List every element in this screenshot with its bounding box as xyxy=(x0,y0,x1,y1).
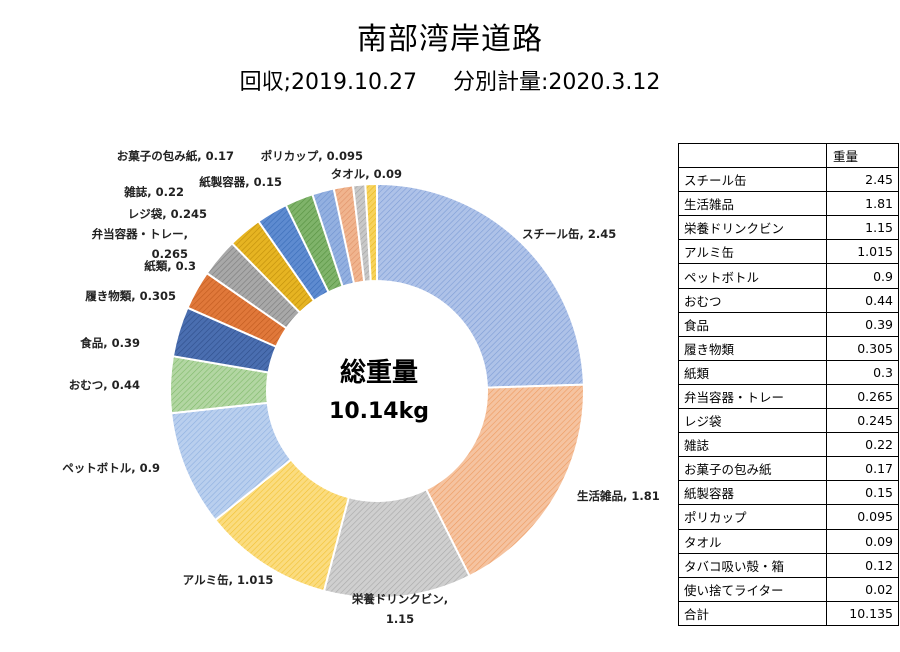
slice-data-label: 雑誌, 0.22 xyxy=(123,185,184,199)
table-cell-category: アルミ缶 xyxy=(678,239,827,265)
slice-data-label: ペットボトル, 0.9 xyxy=(62,461,160,475)
table-row: 生活雑品 1.81 xyxy=(678,191,899,217)
table-row: ポリカップ 0.095 xyxy=(678,504,899,530)
table-row: 使い捨てライター 0.02 xyxy=(678,576,899,602)
table-total-label: 合計 xyxy=(678,600,827,626)
table-cell-category: スチール缶 xyxy=(678,167,827,193)
table-cell-category: タオル xyxy=(678,528,827,554)
table-row: 弁当容器・トレー 0.265 xyxy=(678,383,899,410)
table-cell-category: 生活雑品 xyxy=(678,191,827,217)
table-cell-category: ペットボトル xyxy=(678,263,827,289)
table-row: 履き物類 0.305 xyxy=(678,335,899,361)
table-header-row: 重量 xyxy=(678,142,899,169)
donut-slice xyxy=(376,182,585,389)
labels-group: スチール缶, 2.45 生活雑品, 1.81 栄養ドリンクビン, 1.15 アルミ缶, … xyxy=(62,149,660,626)
slice-data-label: 食品, 0.39 xyxy=(80,336,140,350)
slice-data-label: お菓子の包み紙, 0.17 xyxy=(117,149,234,163)
table-row: レジ袋 0.245 xyxy=(678,408,899,434)
table-cell-category: レジ袋 xyxy=(678,408,827,434)
table-cell-weight: 0.265 xyxy=(826,383,899,410)
table-cell-weight: 1.81 xyxy=(826,191,899,217)
table-cell-category: 栄養ドリンクビン xyxy=(678,215,827,241)
slice-data-label: タオル, 0.09 xyxy=(331,167,402,181)
table-cell-category: ポリカップ xyxy=(678,504,827,530)
table-row: タバコ吸い殻・箱 0.12 xyxy=(678,552,899,578)
table-cell-weight: 0.245 xyxy=(826,408,899,434)
donut-slice xyxy=(424,383,585,578)
table-header-empty xyxy=(678,142,827,169)
table-cell-category: お菓子の包み紙 xyxy=(678,456,827,482)
table-row: タオル 0.09 xyxy=(678,528,899,554)
table-cell-category: タバコ吸い殻・箱 xyxy=(678,552,827,578)
slice-data-label: 生活雑品, 1.81 xyxy=(577,489,660,503)
table-cell-category: 紙製容器 xyxy=(678,480,827,506)
center-label-title: 総重量 xyxy=(340,357,418,388)
slice-data-label: ポリカップ, 0.095 xyxy=(261,149,363,163)
table-total-value: 10.135 xyxy=(826,600,899,626)
table-cell-weight: 1.015 xyxy=(826,239,899,265)
slice-data-label: アルミ缶, 1.015 xyxy=(183,573,274,587)
chart-subtitle: 回収;2019.10.27 分別計量:2020.3.12 xyxy=(239,70,661,95)
table-cell-weight: 0.305 xyxy=(826,335,899,361)
table-cell-weight: 0.12 xyxy=(826,552,899,578)
table-cell-category: 食品 xyxy=(678,311,827,337)
slice-data-label: 弁当容器・トレー, 0.265 xyxy=(92,227,188,261)
table-row: 食品 0.39 xyxy=(678,311,899,337)
table-header-weight: 重量 xyxy=(826,142,899,169)
table-row: お菓子の包み紙 0.17 xyxy=(678,456,899,482)
table-row: おむつ 0.44 xyxy=(678,287,899,313)
data-table: 重量 スチール缶 2.45 生活雑品 1.81 栄養ドリンクビン 1.15 アルミ缶 1.01… xyxy=(678,142,899,626)
table-row: 紙製容器 0.15 xyxy=(678,480,899,506)
slice-data-label: 履き物類, 0.305 xyxy=(84,289,176,303)
slice-data-label: 栄養ドリンクビン, 1.15 xyxy=(351,592,448,626)
table-cell-weight: 0.15 xyxy=(826,480,899,506)
table-cell-weight: 2.45 xyxy=(826,167,899,193)
table-cell-weight: 0.02 xyxy=(826,576,899,602)
table-cell-weight: 1.15 xyxy=(826,215,899,241)
table-cell-weight: 0.39 xyxy=(826,311,899,337)
table-cell-category: 使い捨てライター xyxy=(678,576,827,602)
donut-slice xyxy=(364,182,378,283)
center-label-total: 10.14kg xyxy=(329,399,429,424)
table-row: ペットボトル 0.9 xyxy=(678,263,899,289)
table-cell-category: 履き物類 xyxy=(678,335,827,361)
table-cell-weight: 0.09 xyxy=(826,528,899,554)
table-cell-category: おむつ xyxy=(678,287,827,313)
table-cell-category: 雑誌 xyxy=(678,432,827,458)
table-cell-weight: 0.3 xyxy=(826,359,899,385)
table-row: 雑誌 0.22 xyxy=(678,432,899,458)
table-cell-weight: 0.22 xyxy=(826,432,899,458)
table-cell-category: 紙類 xyxy=(678,359,827,385)
table-row: 紙類 0.3 xyxy=(678,359,899,385)
table-row: 栄養ドリンクビン 1.15 xyxy=(678,215,899,241)
table-row: スチール缶 2.45 xyxy=(678,167,899,193)
table-total-row: 合計 10.135 xyxy=(678,600,899,626)
slice-data-label: レジ袋, 0.245 xyxy=(128,207,207,221)
slice-data-label: スチール缶, 2.45 xyxy=(522,227,616,241)
slices-group xyxy=(169,182,585,599)
slice-data-label: おむつ, 0.44 xyxy=(69,378,140,392)
table-cell-weight: 0.9 xyxy=(826,263,899,289)
table-row: アルミ缶 1.015 xyxy=(678,239,899,265)
table-cell-weight: 0.095 xyxy=(826,504,899,530)
slice-data-label: 紙類, 0.3 xyxy=(144,259,196,273)
table-cell-category: 弁当容器・トレー xyxy=(678,383,827,410)
table-cell-weight: 0.44 xyxy=(826,287,899,313)
table-cell-weight: 0.17 xyxy=(826,456,899,482)
slice-data-label: 紙製容器, 0.15 xyxy=(199,175,282,189)
chart-title: 南部湾岸道路 xyxy=(357,22,543,57)
